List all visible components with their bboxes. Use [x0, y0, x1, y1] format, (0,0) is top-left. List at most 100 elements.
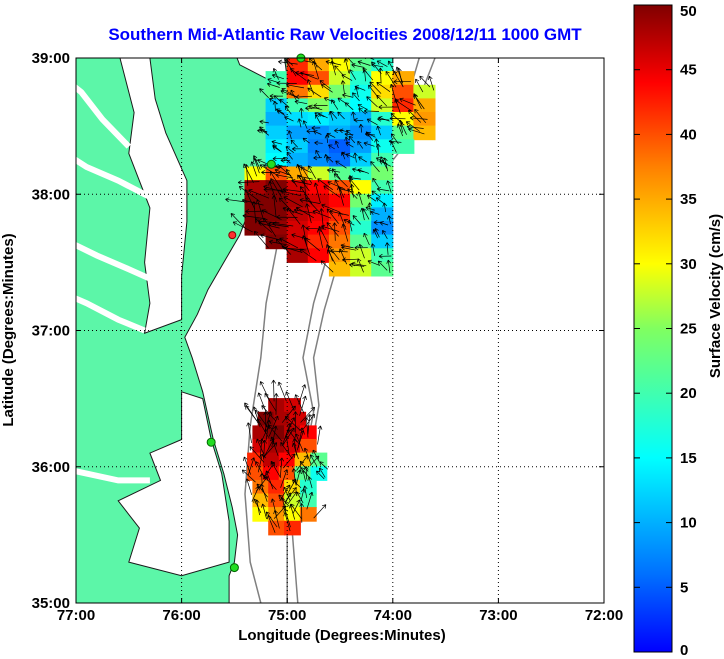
velocity-arrow [382, 202, 388, 213]
velocity-arrow [252, 406, 261, 428]
velocity-cell [371, 71, 394, 86]
velocity-cell [371, 58, 394, 73]
velocity-arrow [370, 161, 380, 173]
velocity-arrow [280, 189, 302, 197]
velocity-arrow [280, 442, 293, 460]
velocity-arrow [265, 419, 272, 441]
velocity-arrow [278, 164, 292, 177]
velocity-cell [299, 479, 317, 495]
velocity-arrow [358, 243, 365, 259]
velocity-arrow [263, 474, 277, 490]
velocity-arrow [374, 138, 379, 150]
velocity-arrow [394, 98, 401, 114]
velocity-arrow [344, 131, 354, 137]
velocity-arrow [307, 87, 322, 98]
velocity-arrow [357, 60, 371, 66]
velocity-arrow [326, 168, 341, 173]
velocity-cell [307, 139, 330, 154]
velocity-arrow [242, 213, 265, 219]
velocity-arrow [270, 460, 281, 478]
velocity-arrow [279, 237, 299, 249]
velocity-arrow [294, 394, 305, 414]
velocity-arrow [337, 111, 345, 120]
velocity-arrow [354, 86, 360, 98]
velocity-arrow [245, 405, 259, 424]
velocity-arrow [260, 233, 282, 241]
velocity-arrow [279, 457, 285, 478]
y-tick-label: 35:00 [32, 595, 70, 612]
velocity-arrow [245, 478, 253, 496]
colorbar-tick-label: 20 [680, 385, 697, 402]
velocity-vectors [225, 58, 435, 533]
velocity-arrow [313, 504, 327, 519]
velocity-arrow [307, 476, 313, 489]
velocity-cell [286, 139, 309, 154]
velocity-arrow [272, 221, 294, 227]
velocity-cell [307, 207, 330, 222]
velocity-arrow [352, 215, 361, 225]
velocity-arrow [254, 499, 260, 516]
velocity-arrow [342, 93, 354, 98]
velocity-arrow [295, 469, 302, 486]
velocity-cell [244, 180, 267, 195]
velocity-arrow [317, 425, 323, 445]
velocity-arrow [271, 425, 278, 447]
velocity-arrow [261, 503, 267, 520]
velocity-arrow [278, 59, 298, 65]
velocity-arrow [312, 449, 320, 462]
velocity-arrow [271, 140, 283, 145]
velocity-arrow [351, 261, 367, 267]
velocity-arrow [341, 223, 349, 242]
velocity-arrow [287, 130, 293, 140]
velocity-arrow [299, 248, 317, 261]
velocity-arrow [297, 174, 310, 192]
velocity-cell [392, 84, 415, 100]
velocity-arrow [338, 211, 347, 230]
velocity-arrow [351, 111, 356, 121]
velocity-arrow [268, 181, 278, 203]
colorbar-tick-label: 5 [680, 579, 688, 596]
velocity-arrow [272, 145, 282, 153]
velocity-arrow [284, 416, 301, 431]
x-tick-label: 74:00 [374, 607, 412, 624]
velocity-arrow [296, 430, 305, 451]
velocity-arrow [351, 63, 365, 68]
velocity-arrow [244, 164, 249, 186]
velocity-arrow [309, 454, 318, 467]
velocity-arrow [372, 177, 380, 189]
velocity-arrow [357, 103, 368, 110]
velocity-arrow [259, 119, 269, 125]
river [76, 84, 131, 149]
velocity-arrow [294, 433, 304, 452]
velocity-arrow [254, 409, 269, 429]
velocity-arrow [249, 446, 265, 463]
velocity-arrow [247, 457, 256, 476]
velocity-arrow [306, 491, 314, 510]
velocity-arrow [393, 79, 411, 85]
velocity-cell [350, 71, 373, 86]
velocity-cell [413, 125, 436, 141]
velocity-arrow [298, 384, 307, 405]
velocity-arrow [232, 221, 253, 233]
velocity-arrow [387, 215, 392, 225]
velocity-arrow [276, 214, 298, 220]
velocity-arrow [256, 438, 266, 459]
velocity-cell [252, 479, 270, 495]
velocity-arrow [370, 243, 376, 256]
velocity-arrow [306, 79, 315, 95]
velocity-cell [350, 234, 373, 250]
velocity-arrow [348, 135, 356, 144]
velocity-arrow [343, 58, 350, 74]
velocity-cell [328, 193, 351, 209]
velocity-arrow [277, 110, 286, 116]
velocity-arrow [292, 146, 303, 152]
velocity-arrow [244, 189, 256, 210]
velocity-arrow [367, 259, 381, 266]
velocity-arrow [382, 229, 388, 239]
velocity-arrow [334, 179, 345, 198]
colorbar-ticks: 0 5 10 15 20 25 30 35 40 45 50 [634, 3, 697, 659]
velocity-arrow [414, 108, 427, 124]
velocity-arrow [274, 168, 292, 176]
velocity-arrow [386, 180, 392, 193]
velocity-arrow [237, 180, 260, 185]
